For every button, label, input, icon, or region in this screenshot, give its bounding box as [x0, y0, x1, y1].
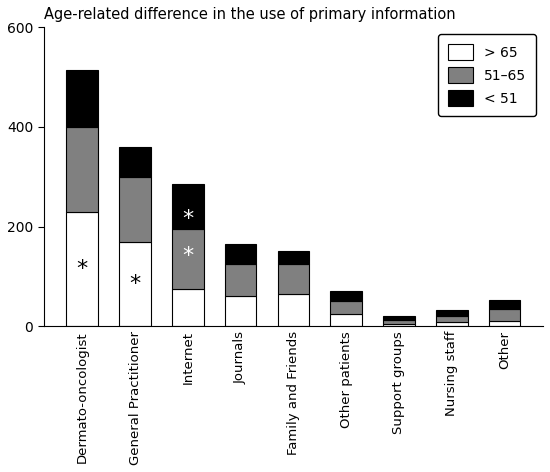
Bar [172, 229, 204, 289]
Bar [67, 211, 98, 326]
Bar [278, 294, 309, 326]
Bar [383, 324, 415, 326]
Bar [331, 291, 362, 301]
Bar [331, 301, 362, 314]
Text: Age-related difference in the use of primary information: Age-related difference in the use of pri… [44, 7, 455, 22]
Bar [436, 316, 468, 322]
Bar [67, 70, 98, 127]
Bar [278, 252, 309, 264]
Text: *: * [76, 259, 88, 279]
Bar [119, 177, 151, 242]
Bar [172, 289, 204, 326]
Bar [278, 264, 309, 294]
Bar [225, 264, 256, 296]
Bar [489, 309, 520, 321]
Bar [119, 242, 151, 326]
Legend: > 65, 51–65, < 51: > 65, 51–65, < 51 [438, 34, 536, 116]
Bar [119, 147, 151, 177]
Text: *: * [129, 274, 141, 294]
Text: *: * [182, 246, 194, 267]
Bar [489, 300, 520, 309]
Bar [331, 314, 362, 326]
Bar [436, 322, 468, 326]
Bar [383, 316, 415, 320]
Bar [67, 127, 98, 211]
Bar [225, 244, 256, 264]
Bar [383, 320, 415, 324]
Bar [172, 184, 204, 229]
Text: *: * [182, 209, 194, 229]
Bar [225, 296, 256, 326]
Bar [436, 310, 468, 316]
Bar [489, 321, 520, 326]
